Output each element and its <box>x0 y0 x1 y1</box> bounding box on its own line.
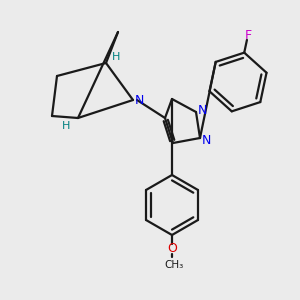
Text: N: N <box>134 94 144 107</box>
Text: F: F <box>244 28 251 41</box>
Text: H: H <box>112 52 120 62</box>
Text: O: O <box>167 242 177 256</box>
Text: CH₃: CH₃ <box>164 260 184 270</box>
Text: N: N <box>197 103 207 116</box>
Text: H: H <box>62 121 70 131</box>
Text: N: N <box>201 134 211 146</box>
